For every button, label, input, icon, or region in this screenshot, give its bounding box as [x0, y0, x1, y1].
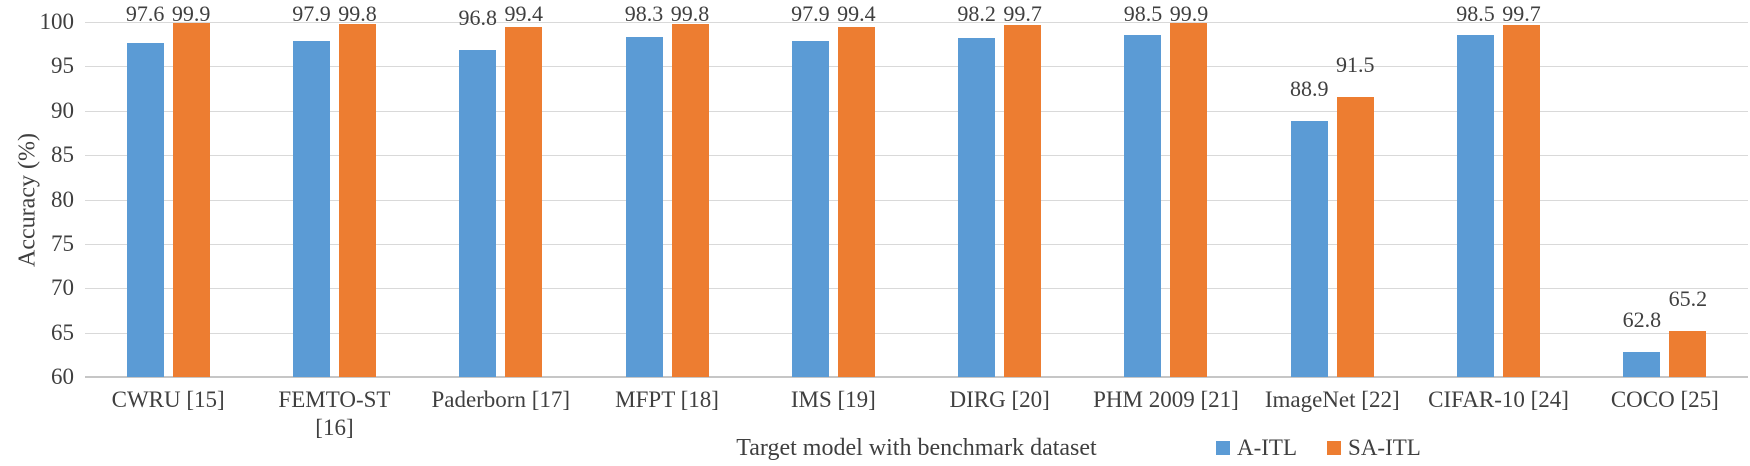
bar-value-label: 98.5: [1123, 1, 1163, 26]
x-axis-line: [85, 376, 1748, 378]
bar-group: 96.8 99.4: [418, 2, 584, 377]
y-tick-label: 80: [51, 186, 74, 212]
legend-label: A-ITL: [1237, 435, 1298, 460]
bar-a-itl: [126, 43, 164, 377]
bar-a-itl: [292, 40, 330, 377]
gridline: [85, 66, 1748, 68]
y-tick-label: 60: [51, 364, 74, 389]
bar-a-itl: [1457, 35, 1495, 377]
bar-value-label: 88.9: [1289, 75, 1329, 101]
gridline: [85, 110, 1748, 112]
legend-item-a-itl: A-ITL: [1216, 436, 1297, 460]
bar-value-label: 97.6: [125, 1, 165, 26]
x-category-label: MFPT [18]: [615, 387, 719, 412]
legend-swatch-icon: [1216, 441, 1230, 455]
bar-group: 88.9 91.5: [1249, 22, 1415, 377]
y-tick-label: 65: [51, 319, 74, 345]
bar-value-label: 99.7: [1502, 1, 1541, 26]
bar-value-label: 99.8: [338, 1, 377, 26]
bar-value-label: 98.5: [1456, 1, 1495, 26]
bar-a-itl: [1124, 35, 1162, 377]
bar-group: 98.5 99.9: [1083, 2, 1249, 377]
bar-group: 98.5 99.7: [1415, 2, 1581, 377]
bar-a-itl: [459, 50, 497, 377]
bar-value-label: 99.9: [171, 1, 211, 26]
bar-value-label: 99.4: [504, 1, 543, 26]
bar-value-label: 99.4: [837, 1, 876, 26]
bar-sa-itl: [1669, 330, 1707, 377]
gridline: [85, 332, 1748, 334]
bar-value-label: 62.8: [1622, 307, 1662, 333]
x-category-label: IMS [19]: [790, 387, 876, 412]
x-category-label: CWRU [15]: [111, 387, 225, 412]
bar-sa-itl: [1170, 22, 1208, 377]
bar-value-label: 99.9: [1169, 1, 1209, 26]
bar-sa-itl: [505, 27, 543, 377]
gridline: [85, 199, 1748, 201]
bar-sa-itl: [338, 23, 376, 377]
bar-sa-itl: [1503, 24, 1541, 377]
y-tick-label: 90: [51, 97, 74, 123]
x-category-label: DIRG [20]: [949, 387, 1050, 412]
x-category-label: FEMTO-ST [16]: [278, 387, 391, 440]
bar-group: 98.3 99.8: [584, 2, 750, 377]
bar-value-label: 99.8: [670, 1, 710, 26]
gridline: [85, 22, 1748, 23]
y-tick-label: 85: [51, 142, 74, 168]
y-axis-tick-labels: 60 65 70 75 80 85 90 95 100: [0, 10, 75, 389]
legend-swatch-icon: [1327, 441, 1342, 455]
x-axis-title: Target model with benchmark dataset: [736, 435, 1097, 461]
y-tick-label: 100: [39, 9, 75, 34]
bar-group: 97.9 99.8: [251, 2, 417, 377]
chart-legend: A-ITL SA-ITL: [1216, 436, 1421, 460]
x-category-label: ImageNet [22]: [1264, 387, 1400, 412]
gridline: [85, 288, 1748, 290]
x-category-label: Paderborn [17]: [431, 387, 571, 412]
bar-group: 97.6 99.9: [85, 2, 251, 377]
gridline: [85, 243, 1748, 245]
bar-value-label: 97.9: [791, 1, 830, 26]
bar-sa-itl: [172, 22, 210, 377]
bar-group: 97.9 99.4: [750, 2, 916, 377]
bar-group: 98.2 99.7: [917, 2, 1083, 377]
bar-a-itl: [958, 37, 996, 377]
x-category-label: CIFAR-10 [24]: [1428, 387, 1569, 412]
bar-group: 62.8 65.2: [1582, 22, 1748, 377]
bar-value-label: 98.2: [957, 1, 996, 26]
bar-a-itl: [791, 40, 829, 377]
bar-value-label: 97.9: [292, 1, 331, 26]
bar-sa-itl: [1336, 97, 1374, 377]
y-tick-label: 70: [51, 275, 74, 301]
bar-a-itl: [625, 37, 663, 377]
bar-a-itl: [1290, 120, 1328, 377]
x-category-label: COCO [25]: [1610, 387, 1719, 412]
y-tick-label: 95: [51, 53, 74, 79]
gridline: [85, 155, 1748, 157]
bar-value-label: 96.8: [458, 5, 497, 31]
bar-value-label: 98.3: [624, 1, 664, 26]
bar-value-label: 99.7: [1003, 1, 1042, 26]
plot-area: 97.6 99.9 97.9 99.8 96.8 99.4 98.3 99.8 97.9 99.4…: [85, 2, 1748, 378]
bar-a-itl: [1623, 352, 1661, 377]
bar-sa-itl: [1004, 24, 1042, 377]
legend-label: SA-ITL: [1348, 435, 1421, 460]
x-category-label: PHM 2009 [21]: [1093, 387, 1239, 412]
bar-value-label: 65.2: [1668, 285, 1708, 311]
bar-sa-itl: [837, 27, 875, 377]
bar-value-label: 91.5: [1335, 52, 1375, 78]
y-tick-label: 75: [51, 230, 74, 256]
bar-sa-itl: [671, 23, 709, 377]
legend-item-sa-itl: SA-ITL: [1327, 436, 1421, 460]
